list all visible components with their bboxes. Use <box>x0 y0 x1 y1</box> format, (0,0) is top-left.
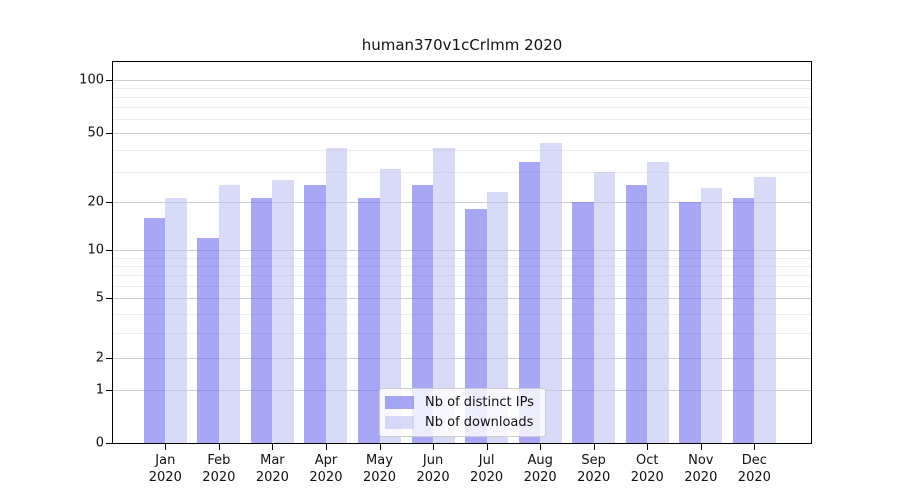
x-tick-mark-aug <box>540 444 542 450</box>
x-tick-mark-jul <box>486 444 488 450</box>
gridline-4 <box>113 313 811 315</box>
gridline-5 <box>113 298 811 299</box>
bar-jun-ips <box>411 185 434 443</box>
y-tick-mark-100 <box>106 80 112 81</box>
gridline-20 <box>113 202 811 203</box>
y-tick-mark-0 <box>106 443 112 444</box>
x-tick-label-feb: Feb 2020 <box>202 453 236 485</box>
gridline-6 <box>113 285 811 287</box>
y-tick-mark-1 <box>106 390 112 391</box>
x-tick-mark-may <box>379 444 381 450</box>
legend-swatch-distinct-ips <box>385 396 414 410</box>
x-tick-mark-sep <box>593 444 595 450</box>
bar-mar-downloads <box>272 179 294 443</box>
gridline-9 <box>113 257 811 259</box>
gridline-50 <box>113 133 811 134</box>
gridline-70 <box>113 107 811 109</box>
y-tick-mark-5 <box>106 298 112 299</box>
legend-swatch-downloads <box>385 415 414 429</box>
x-tick-label-dec: Dec 2020 <box>737 453 771 485</box>
legend: Nb of distinct IPs Nb of downloads <box>379 388 546 437</box>
bar-mar-ips <box>250 198 273 443</box>
gridline-3 <box>113 333 811 335</box>
bar-nov-ips <box>679 202 701 443</box>
y-tick-label-2: 2 <box>95 350 104 366</box>
gridline-90 <box>113 88 811 90</box>
bar-jun-downloads <box>433 148 455 443</box>
legend-label-distinct-ips: Nb of distinct IPs <box>425 395 534 411</box>
legend-label-downloads: Nb of downloads <box>425 414 534 430</box>
y-tick-label-10: 10 <box>87 242 104 258</box>
x-tick-mark-jun <box>433 444 435 450</box>
y-tick-label-50: 50 <box>87 125 104 141</box>
legend-entry-downloads: Nb of downloads <box>385 415 545 430</box>
x-tick-label-sep: Sep 2020 <box>577 453 611 485</box>
gridline-60 <box>113 119 811 121</box>
x-tick-label-may: May 2020 <box>362 453 397 485</box>
bar-aug-ips <box>518 162 541 443</box>
bar-feb-ips <box>197 237 219 443</box>
x-tick-label-jul: Jul 2020 <box>470 453 504 485</box>
gridline-40 <box>113 149 811 151</box>
gridline-80 <box>113 97 811 99</box>
bar-jul-ips <box>465 209 487 443</box>
y-tick-label-1: 1 <box>95 382 104 398</box>
x-tick-mark-oct <box>647 444 649 450</box>
x-tick-label-jun: Jun 2020 <box>416 453 450 485</box>
bar-nov-downloads <box>700 188 723 443</box>
gridline-2 <box>113 358 811 359</box>
x-tick-label-jan: Jan 2020 <box>148 453 182 485</box>
gridline-100 <box>113 80 811 81</box>
y-tick-label-0: 0 <box>95 435 104 451</box>
y-tick-label-5: 5 <box>95 290 104 306</box>
y-tick-mark-2 <box>106 358 112 359</box>
x-tick-label-apr: Apr 2020 <box>309 453 343 485</box>
bar-dec-ips <box>732 198 755 443</box>
bar-jul-downloads <box>486 191 509 443</box>
y-tick-mark-20 <box>106 202 112 203</box>
plot-area <box>112 61 812 444</box>
x-tick-mark-mar <box>272 444 274 450</box>
x-tick-mark-apr <box>325 444 327 450</box>
bar-oct-downloads <box>647 162 669 443</box>
y-tick-mark-10 <box>106 250 112 251</box>
x-tick-label-mar: Mar 2020 <box>255 453 289 485</box>
y-tick-mark-50 <box>106 133 112 134</box>
bar-sep-ips <box>572 202 594 443</box>
bar-apr-ips <box>304 185 326 443</box>
bar-apr-downloads <box>325 148 348 443</box>
gridline-10 <box>113 250 811 251</box>
gridline-8 <box>113 265 811 267</box>
bar-jan-downloads <box>165 198 187 443</box>
x-tick-label-aug: Aug 2020 <box>523 453 557 485</box>
chart-title: human370v1cCrlmm 2020 <box>361 36 563 54</box>
bar-feb-downloads <box>218 185 241 443</box>
x-tick-label-nov: Nov 2020 <box>684 453 718 485</box>
y-tick-label-20: 20 <box>87 194 104 210</box>
bar-may-downloads <box>379 169 401 443</box>
x-tick-mark-nov <box>700 444 702 450</box>
gridline-7 <box>113 275 811 277</box>
bar-sep-downloads <box>593 171 616 443</box>
bar-may-ips <box>358 198 380 443</box>
bar-dec-downloads <box>754 176 776 443</box>
bar-aug-downloads <box>540 142 562 443</box>
x-tick-label-oct: Oct 2020 <box>630 453 664 485</box>
gridline-30 <box>113 171 811 173</box>
bar-jan-ips <box>143 217 166 443</box>
x-tick-mark-feb <box>218 444 220 450</box>
bar-oct-ips <box>625 185 648 443</box>
y-tick-label-100: 100 <box>79 72 104 88</box>
x-tick-mark-dec <box>754 444 756 450</box>
x-tick-mark-jan <box>165 444 167 450</box>
legend-entry-distinct-ips: Nb of distinct IPs <box>385 395 545 410</box>
